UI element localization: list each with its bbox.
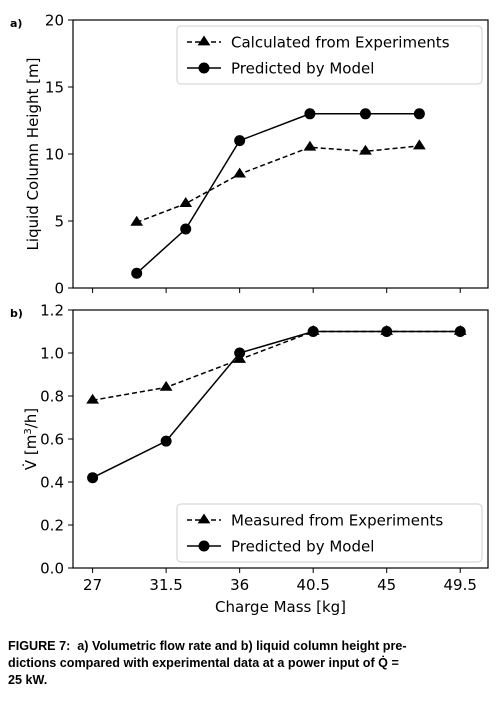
data-point-circle <box>304 108 316 120</box>
x-tick-label: 27 <box>83 576 102 594</box>
x-tick-label: 31.5 <box>149 576 182 594</box>
legend-marker-triangle <box>197 35 211 46</box>
data-point-circle <box>359 108 371 120</box>
y-axis-label: V̇ [m3/h] <box>21 408 40 470</box>
y-tick-label: 10 <box>45 146 64 164</box>
panel-label: a) <box>10 17 22 30</box>
y-tick-label: 0.4 <box>40 474 64 492</box>
x-tick-label: 40.5 <box>296 576 329 594</box>
x-tick-label: 45 <box>377 576 396 594</box>
data-point-circle <box>180 223 192 235</box>
data-point-triangle <box>359 144 372 155</box>
legend-marker-circle <box>198 540 210 552</box>
y-tick-label: 1.0 <box>40 345 64 363</box>
chart-panel-b: b) 0.0 0.2 0.4 0.6 0.8 1.0 1.2 27 31.5 36 40.5 45 49.… <box>10 302 489 616</box>
y-tick-label: 0.2 <box>40 517 64 535</box>
x-tick-label: 49.5 <box>444 576 477 594</box>
y-tick-label: 0.0 <box>40 560 64 578</box>
data-point-triangle <box>130 215 144 226</box>
legend-box <box>176 503 483 563</box>
y-tick-label: 15 <box>45 79 64 97</box>
legend-label: Measured from Experiments <box>231 512 443 530</box>
figure-caption: FIGURE 7: a) Volumetric flow rate and b)… <box>8 638 496 689</box>
legend-marker-circle <box>198 62 210 74</box>
data-point-circle <box>234 347 246 359</box>
data-point-triangle <box>159 380 173 391</box>
y-axis-label: Liquid Column Height [m] <box>24 58 42 251</box>
legend-box <box>176 25 483 85</box>
data-point-circle <box>413 108 425 120</box>
legend: Measured from Experiments Predicted by M… <box>176 503 483 563</box>
legend-label: Predicted by Model <box>231 538 374 556</box>
data-point-circle <box>87 472 99 484</box>
legend: Calculated from Experiments Predicted by … <box>176 25 483 85</box>
y-tick-label: 0.6 <box>40 431 64 449</box>
data-point-triangle <box>412 139 426 150</box>
series-line <box>136 145 420 224</box>
data-point-circle <box>160 435 172 447</box>
x-tick-label: 36 <box>230 576 249 594</box>
data-point-triangle <box>86 393 99 404</box>
series-line <box>136 113 420 274</box>
caption-line-3: 25 kW. <box>8 673 48 687</box>
y-tick-label: 0.8 <box>40 388 64 406</box>
panel-label: b) <box>10 307 23 320</box>
data-point-triangle <box>179 197 193 207</box>
data-point-triangle <box>303 140 317 151</box>
y-tick-label: 0 <box>54 280 64 298</box>
x-axis-label: Charge Mass [kg] <box>215 598 346 616</box>
data-point-circle <box>381 326 393 337</box>
caption-line-2: dictions compared with experimental data… <box>8 656 399 670</box>
data-point-circle <box>454 326 466 337</box>
legend-label: Predicted by Model <box>231 60 374 78</box>
y-tick-label: 1.2 <box>40 302 64 320</box>
figure-7: a) 0 5 10 15 20 Liquid Column Height [m] Calcul… <box>10 12 489 616</box>
legend-label: Calculated from Experiments <box>231 34 450 52</box>
data-point-circle <box>131 267 143 279</box>
y-tick-label: 20 <box>45 12 64 30</box>
chart-panel-a: a) 0 5 10 15 20 Liquid Column Height [m] Calcul… <box>10 12 489 298</box>
series-line <box>92 330 461 402</box>
y-tick-label: 5 <box>54 213 64 231</box>
legend-marker-triangle <box>197 513 211 524</box>
data-point-circle <box>307 326 319 337</box>
caption-line-1: FIGURE 7: a) Volumetric flow rate and b)… <box>8 639 407 653</box>
data-point-triangle <box>233 167 247 178</box>
data-point-circle <box>234 135 246 147</box>
series-line <box>92 330 461 479</box>
